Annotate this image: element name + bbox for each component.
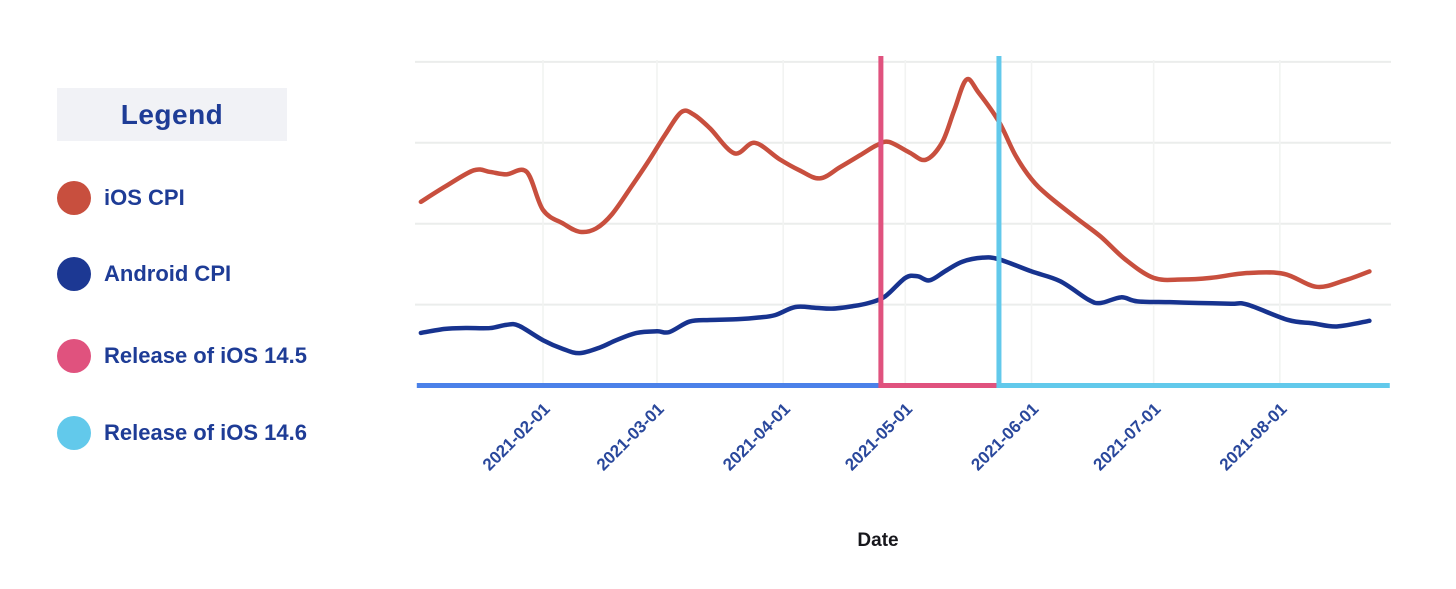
legend-item-release-ios-14-6: Release of iOS 14.6: [57, 415, 307, 450]
legend-title: Legend: [57, 88, 287, 141]
legend-item-android-cpi: Android CPI: [57, 256, 231, 291]
legend-panel: Legend iOS CPI Android CPI Release of iO…: [57, 0, 307, 584]
legend-swatch-circle: [57, 256, 91, 291]
x-tick-label: 2021-06-01: [967, 399, 1042, 474]
x-tick-label: 2021-02-01: [479, 399, 554, 474]
legend-swatch-circle: [57, 338, 91, 373]
legend-item-label: iOS CPI: [104, 184, 185, 210]
legend-item-label: Release of iOS 14.5: [104, 342, 307, 368]
legend-item-label: Android CPI: [104, 260, 232, 286]
x-tick-label: 2021-05-01: [841, 399, 916, 474]
x-tick-label: 2021-07-01: [1090, 399, 1165, 474]
legend-item-label: Release of iOS 14.6: [104, 419, 307, 445]
x-axis-title: Date: [857, 530, 898, 551]
legend-item-release-ios-14-5: Release of iOS 14.5: [57, 338, 307, 373]
legend-item-ios-cpi: iOS CPI: [57, 180, 185, 215]
series-path: [418, 76, 1372, 290]
x-tick-label: 2021-04-01: [719, 399, 794, 474]
legend-swatch-circle: [57, 415, 91, 450]
x-tick-label: 2021-08-01: [1216, 399, 1291, 474]
legend-swatch-circle: [57, 180, 91, 215]
x-tick-label: 2021-03-01: [593, 399, 668, 474]
series-path: [418, 255, 1372, 356]
